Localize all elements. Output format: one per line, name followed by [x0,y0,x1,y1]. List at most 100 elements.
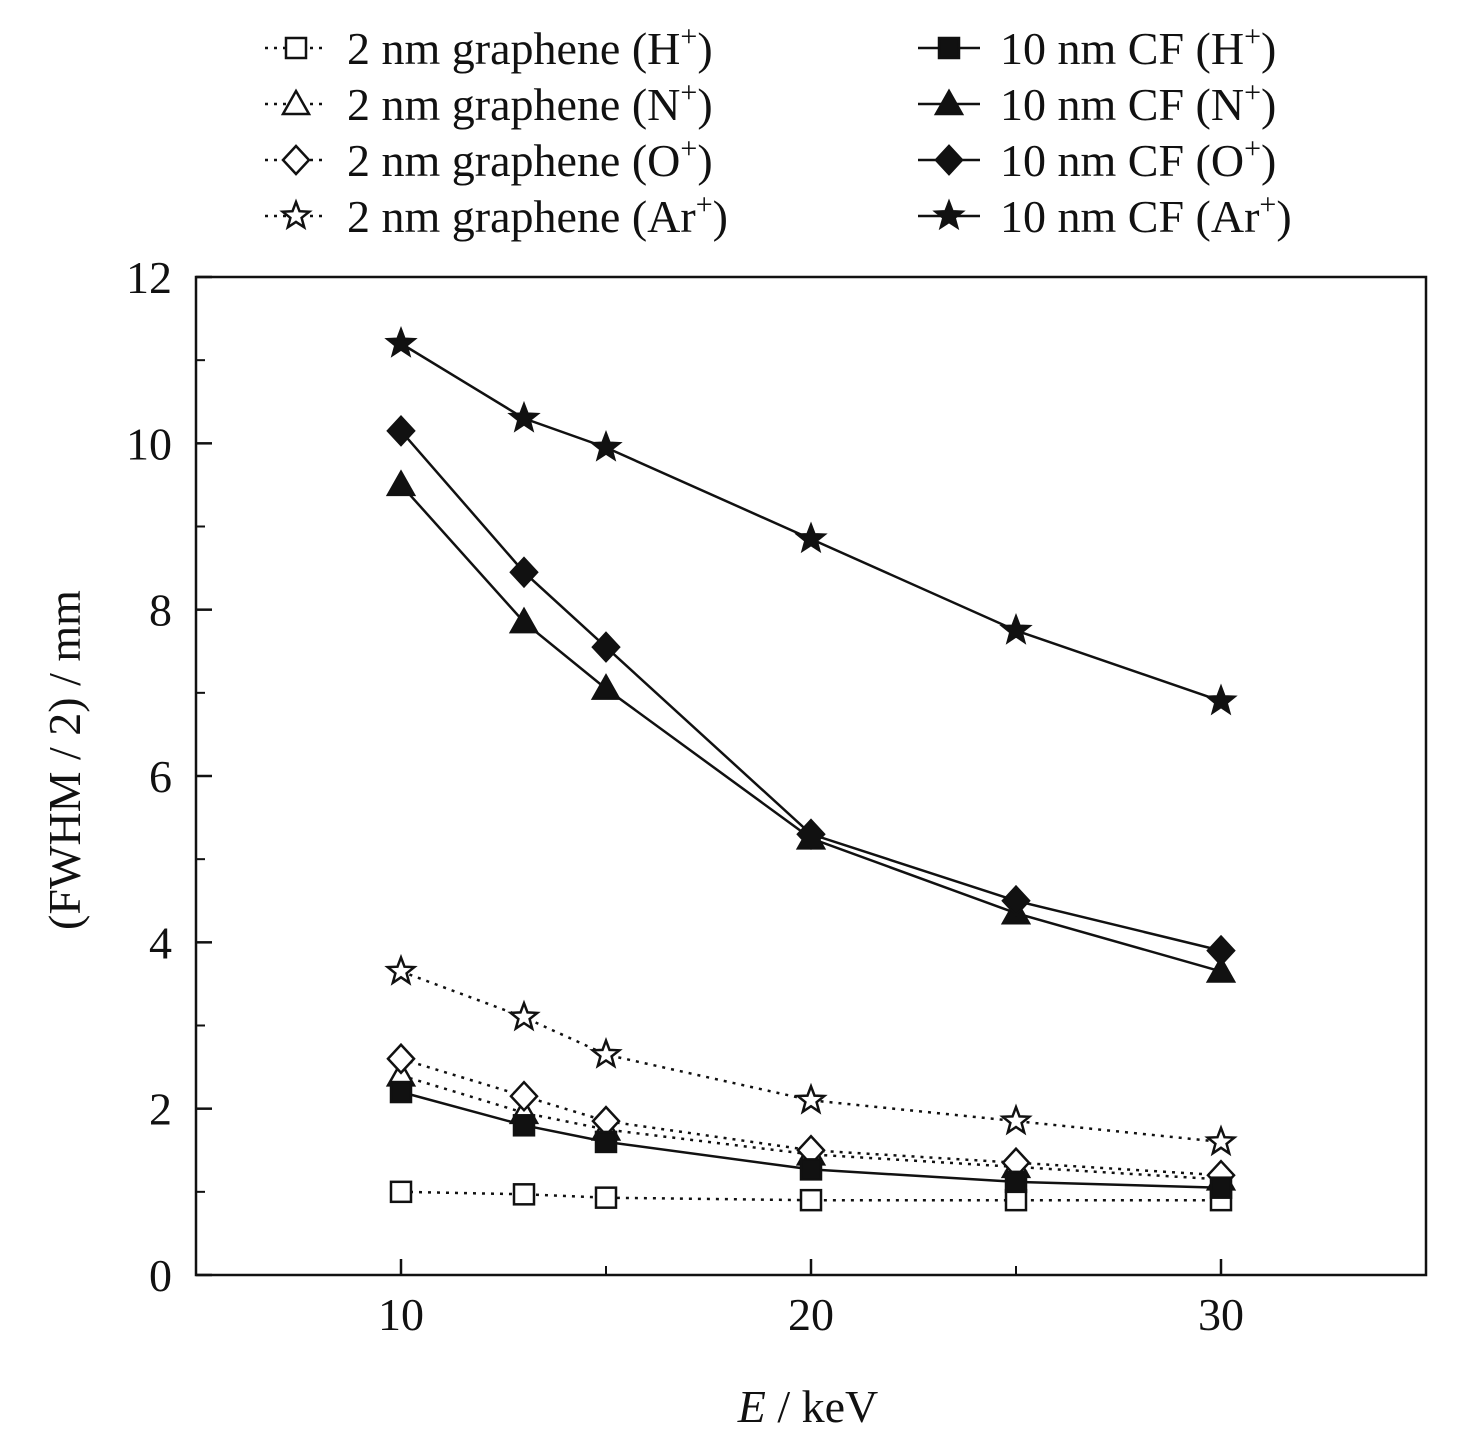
series-line [400,1057,1222,1177]
y-tick-label: 6 [149,751,172,802]
series-cf-h [389,1080,1233,1199]
data-point [591,631,621,663]
legend-label-sup: + [680,132,697,165]
data-point [590,673,622,700]
legend-marker [937,36,961,60]
legend-label-close: ) [697,79,712,130]
legend-marker [932,198,966,231]
legend-label-name: 2 nm graphene (Ar [347,191,696,242]
x-tick-label: 20 [788,1289,834,1340]
legend-item: 10 nm CF (N+) [918,76,1276,130]
series-cf-o [386,415,1236,967]
data-point [509,556,539,589]
data-point [589,1037,623,1069]
series-graphene-ar [384,953,1238,1157]
legend-item: 10 nm CF (O+) [918,132,1276,186]
x-axis-label-rest: / keV [766,1381,878,1432]
legend-label-name: 10 nm CF (O [1000,135,1244,186]
data-point [1204,683,1238,716]
x-tick-label: 10 [378,1289,424,1340]
legend-label-sup: + [1244,76,1261,109]
legend-label: 10 nm CF (Ar+) [1000,188,1292,242]
data-point [1004,1170,1028,1194]
axis-ticks: 0 2 4 6 8 10 12 10 20 30 [126,252,1244,1340]
legend-marker [280,88,312,116]
legend-label-name: 2 nm graphene (H [347,23,680,74]
y-tick-label: 10 [126,418,172,469]
data-point [389,1180,413,1204]
legend-item: 2 nm graphene (Ar+) [265,188,728,242]
legend-label: 10 nm CF (N+) [1000,76,1276,130]
y-tick-label: 0 [149,1250,172,1301]
data-point [1206,934,1236,967]
legend-label-sup: + [696,188,713,221]
legend-item: 2 nm graphene (O+) [265,132,713,186]
data-point [794,521,828,554]
data-point [384,325,418,358]
data-point [385,469,417,497]
data-point [508,606,540,634]
y-tick-label: 12 [126,252,172,303]
legend-item: 2 nm graphene (H+) [265,20,713,74]
legend-label-close: ) [697,135,712,186]
data-point [386,415,416,447]
legend-item: 10 nm CF (H+) [918,20,1276,74]
legend-label-name: 10 nm CF (H [1000,23,1244,74]
legend-marker [934,144,964,176]
y-axis-label: (FWHM / 2) / mm [39,590,90,930]
data-point [999,1103,1033,1136]
series-line [400,342,1222,703]
data-point [999,612,1033,645]
legend-label: 2 nm graphene (H+) [347,20,713,74]
data-point [512,1114,536,1137]
legend-label: 2 nm graphene (Ar+) [347,188,728,242]
legend-label-close: ) [1276,191,1291,242]
legend-label-sup: + [1244,132,1261,165]
data-point [384,953,418,986]
legend-label-name: 2 nm graphene (O [347,135,680,186]
data-point [507,999,541,1032]
legend-label: 2 nm graphene (N+) [347,76,713,130]
legend-item: 2 nm graphene (N+) [265,76,713,130]
x-axis-label: E / keV [737,1381,879,1432]
series-group [384,325,1238,1212]
data-point [389,1080,413,1104]
data-point [1001,884,1031,917]
legend-marker [933,88,965,116]
series-cf-n [385,469,1237,983]
series-graphene-h [389,1180,1233,1212]
legend-label-sup: + [1244,20,1261,53]
series-line [400,1074,1222,1181]
data-point [386,1042,416,1075]
legend-label: 10 nm CF (H+) [1000,20,1276,74]
legend-marker [281,144,311,176]
plot-frame [194,275,1428,1277]
legend-label-close: ) [713,191,728,242]
data-point [794,1082,828,1115]
x-tick-label: 30 [1198,1289,1244,1340]
y-tick-label: 4 [149,917,172,968]
series-line [400,1090,1222,1189]
legend-item: 10 nm CF (Ar+) [918,188,1292,242]
series-cf-ar [384,325,1238,716]
data-point [1205,955,1237,983]
data-point [509,1080,539,1113]
data-point [512,1183,536,1206]
data-point [594,1186,618,1209]
data-point [589,429,623,462]
legend-marker [279,198,313,231]
series-line [400,484,1222,973]
legend-label-name: 2 nm graphene (N [347,79,680,130]
data-point [1004,1188,1028,1212]
legend-label-close: ) [1261,135,1276,186]
x-axis-label-italic: E [737,1381,766,1432]
legend-label-name: 10 nm CF (N [1000,79,1244,130]
legend-marker [284,36,308,60]
legend-label-sup: + [680,20,697,53]
data-point [796,818,826,851]
data-point [799,1158,823,1181]
legend-label: 2 nm graphene (O+) [347,132,713,186]
legend-label-close: ) [1261,23,1276,74]
legend-label-name: 10 nm CF (Ar [1000,191,1259,242]
series-line [400,970,1222,1144]
